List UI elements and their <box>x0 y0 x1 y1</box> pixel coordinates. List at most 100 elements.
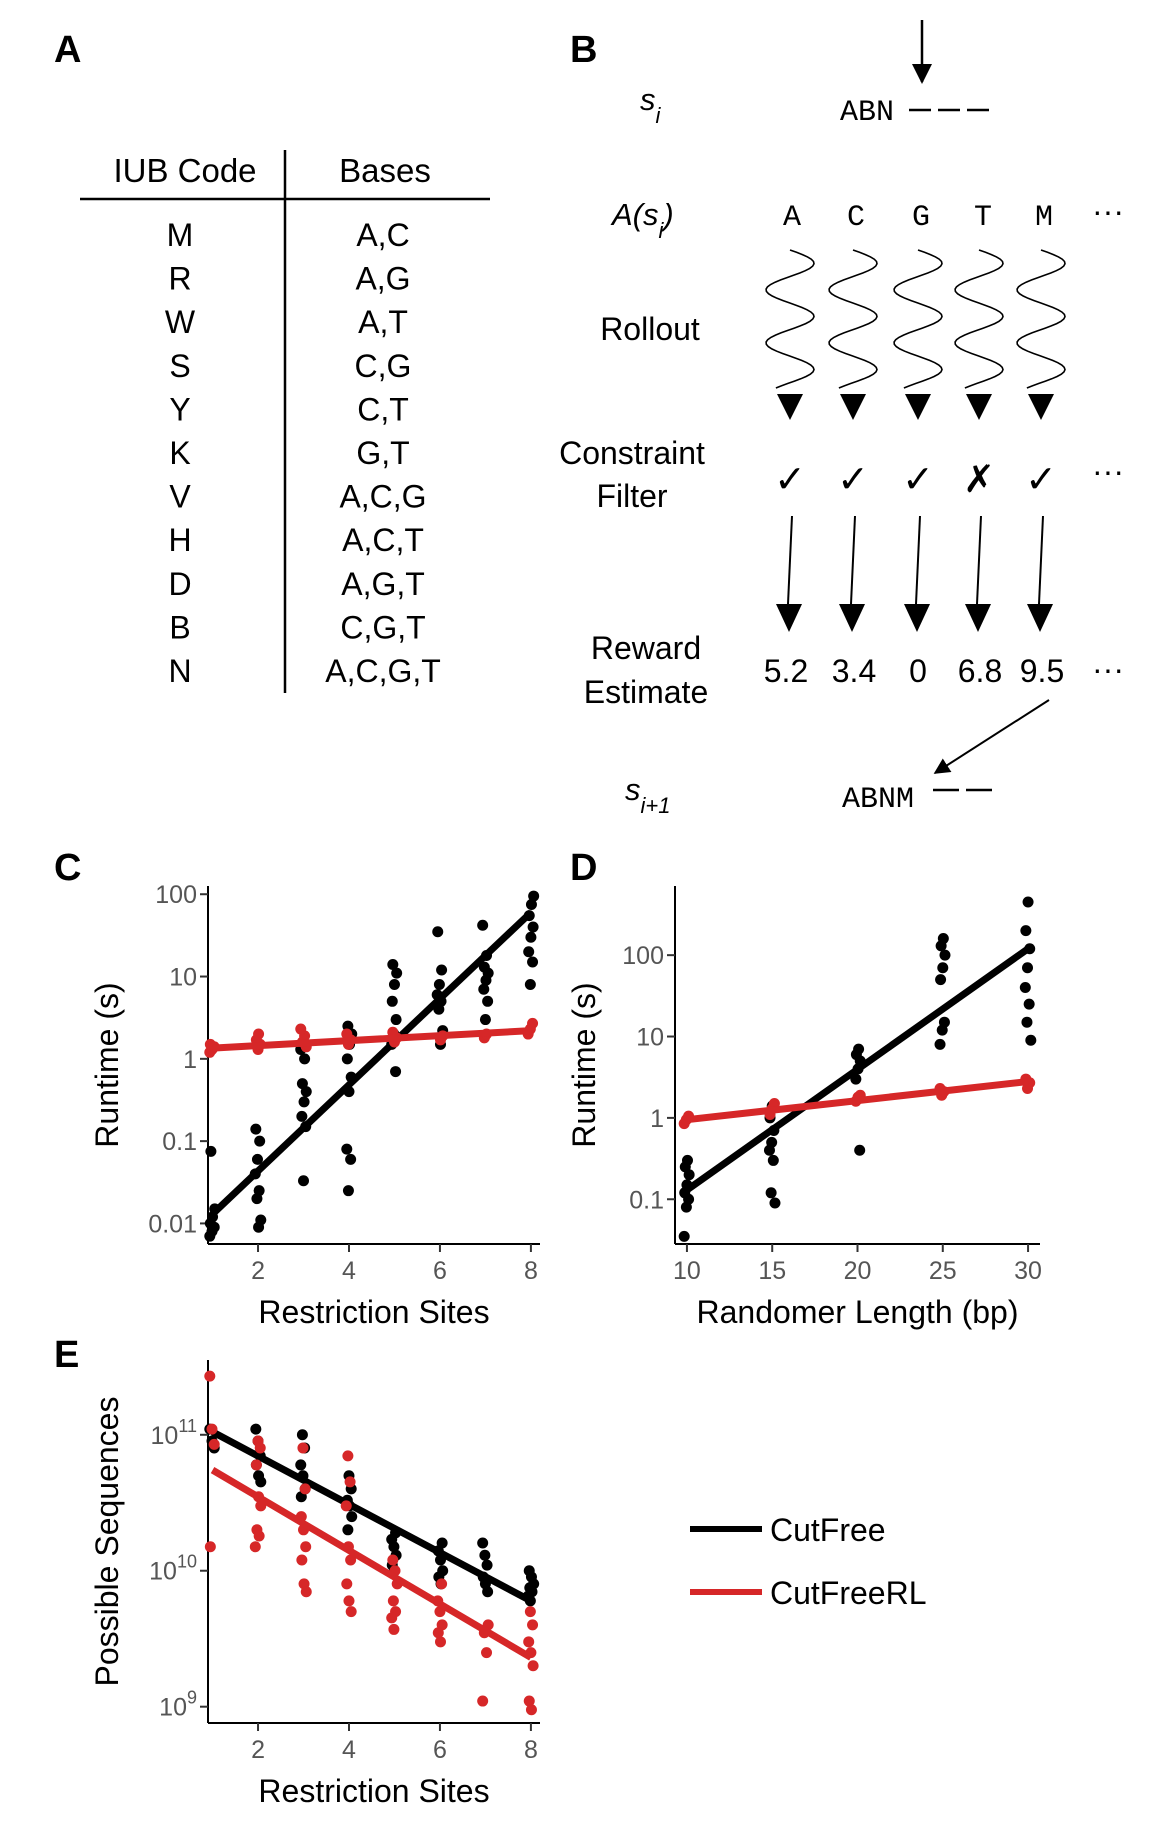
iub-code-N: N <box>168 653 191 689</box>
filter-result-g: ✓ <box>902 457 934 501</box>
point-cutfree <box>299 1053 311 1065</box>
point-cutfree <box>1020 925 1032 937</box>
x-tick-label: 8 <box>524 1257 538 1285</box>
point-cutfree <box>255 1214 267 1226</box>
point-cutfreerl <box>250 1459 262 1471</box>
point-cutfreerl <box>527 1619 539 1631</box>
point-cutfree <box>388 1541 400 1553</box>
y-tick-label: 0.01 <box>148 1210 197 1238</box>
point-cutfree <box>765 1187 777 1199</box>
point-cutfreerl <box>253 1530 265 1542</box>
fit-line-cutfreerl <box>210 1467 533 1661</box>
point-cutfree <box>296 1429 308 1441</box>
point-cutfree <box>527 956 539 968</box>
filter-line-1 <box>850 515 856 605</box>
point-cutfreerl <box>386 1612 398 1624</box>
filter-arrowhead-0 <box>776 604 802 632</box>
reward-m: 9.5 <box>1020 653 1064 689</box>
iub-code-Y: Y <box>169 391 190 427</box>
point-cutfree <box>1022 962 1034 974</box>
point-cutfree <box>205 1145 217 1157</box>
point-cutfree <box>341 1053 353 1065</box>
fit-line-cutfree <box>210 1428 533 1604</box>
point-cutfree <box>341 1143 353 1155</box>
chart-d-runtime-vs-length: 10 15 20 25 30 0.1 1 10 100 Randomer Length (bp) R… <box>566 886 1042 1330</box>
filter-arrowhead-4 <box>1027 604 1053 632</box>
rollout-arrowhead-3 <box>966 394 992 420</box>
filter-arrowhead-1 <box>839 604 865 632</box>
rollout-wave-1 <box>828 249 878 389</box>
point-cutfreerl <box>388 1623 400 1635</box>
y-axis-label: Runtime (s) <box>566 982 602 1147</box>
point-cutfree <box>432 926 444 938</box>
filter-line-4 <box>1038 515 1044 605</box>
point-cutfree <box>524 979 536 991</box>
iub-bases-Y: C,T <box>357 391 409 427</box>
x-axis-label: Randomer Length (bp) <box>697 1294 1019 1330</box>
point-cutfree <box>433 979 445 991</box>
x-tick-label: 2 <box>251 1736 265 1764</box>
table-header-bases: Bases <box>339 152 431 189</box>
point-cutfree <box>1025 1034 1037 1046</box>
y-axis-label: Possible Sequences <box>89 1397 125 1687</box>
point-cutfreerl <box>297 1442 309 1454</box>
rollout-arrowhead-0 <box>777 394 803 420</box>
point-cutfreerl <box>300 1541 312 1553</box>
x-tick-label: 4 <box>342 1736 356 1764</box>
x-tick-label: 8 <box>524 1736 538 1764</box>
table-header-code: IUB Code <box>113 152 256 189</box>
rollout-arrows <box>765 249 1066 420</box>
action-m: M <box>1035 201 1053 235</box>
next-state-sequence: ABNM <box>842 783 914 817</box>
point-cutfree <box>525 899 537 911</box>
iub-code-B: B <box>169 609 190 645</box>
stage-rollout: Rollout <box>600 311 700 347</box>
point-cutfree <box>766 1136 778 1148</box>
point-cutfree <box>295 1459 307 1471</box>
point-cutfreerl <box>525 1704 537 1716</box>
point-cutfree <box>436 964 448 976</box>
y-tick-label: 1011 <box>151 1416 198 1450</box>
filter-ellipsis: ··· <box>1092 453 1124 489</box>
point-cutfreerl <box>254 1442 266 1454</box>
point-cutfree <box>346 1511 358 1523</box>
point-cutfree <box>345 1153 357 1165</box>
point-cutfree <box>528 890 540 902</box>
rollout-wave-3 <box>954 249 1004 389</box>
reward-ellipsis: ··· <box>1092 651 1124 687</box>
point-cutfree <box>342 1185 354 1197</box>
point-cutfreerl <box>432 1627 444 1639</box>
point-cutfree <box>939 949 951 961</box>
iub-bases-H: A,C,T <box>342 522 424 558</box>
point-cutfree <box>678 1230 690 1242</box>
point-cutfreerl <box>204 1370 216 1382</box>
state-label: si <box>640 82 662 128</box>
point-cutfree <box>386 995 398 1007</box>
point-cutfreerl <box>345 1554 357 1566</box>
filter-arrowhead-3 <box>965 604 991 632</box>
point-cutfreerl <box>434 1636 446 1648</box>
panel-label-d: D <box>570 847 597 889</box>
fit-line-cutfreerl <box>212 1027 532 1052</box>
iub-table: IUB Code Bases M A,C R A,G W A,T S C,G Y C,T K G,T V… <box>80 150 490 693</box>
point-cutfreerl <box>343 1595 355 1607</box>
x-tick-label: 4 <box>342 1257 356 1285</box>
point-cutfree <box>387 959 399 971</box>
iub-bases-W: A,T <box>358 304 408 340</box>
iub-code-D: D <box>168 566 191 602</box>
point-cutfreerl <box>477 1695 489 1707</box>
rollout-arrowhead-1 <box>840 394 866 420</box>
point-cutfreerl <box>387 1554 399 1566</box>
filter-line-3 <box>976 515 982 605</box>
point-cutfree <box>390 1066 402 1078</box>
point-cutfree <box>1023 998 1035 1010</box>
point-cutfree <box>391 967 403 979</box>
y-tick-label: 100 <box>622 942 664 970</box>
point-cutfreerl <box>524 1606 536 1618</box>
point-cutfreerl <box>527 1660 539 1672</box>
point-cutfree <box>481 1559 493 1571</box>
selection-arrow <box>933 699 1050 774</box>
point-cutfree <box>527 921 539 933</box>
point-cutfreerl <box>523 1636 535 1648</box>
x-tick-label: 10 <box>673 1257 701 1285</box>
